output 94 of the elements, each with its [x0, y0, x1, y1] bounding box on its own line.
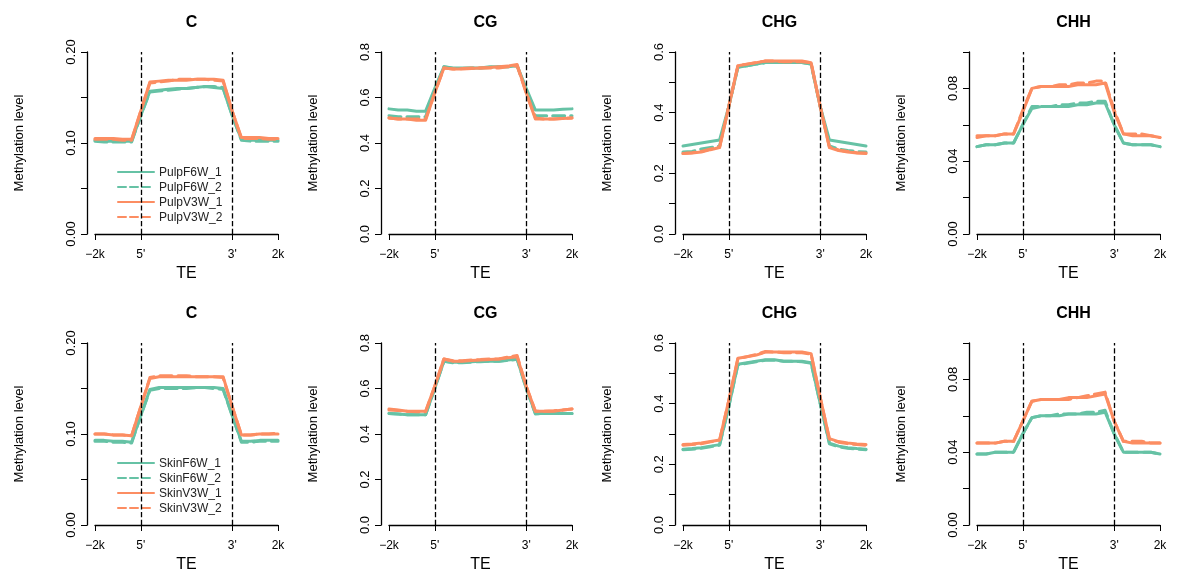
x-axis-title: TE: [764, 554, 785, 572]
legend-label: PulpV3W_1: [159, 195, 223, 209]
y-tick-label: 0.4: [651, 394, 666, 413]
x-tick-label: −2k: [673, 537, 694, 552]
x-tick-label: 2k: [565, 537, 580, 552]
chart-title: CHG: [761, 303, 798, 320]
y-tick-label: 0.4: [357, 424, 372, 443]
chart-title: CG: [473, 12, 498, 30]
x-tick-label: 2k: [1153, 247, 1168, 261]
y-axis-title: Methylation level: [305, 94, 320, 192]
x-axis-title: TE: [470, 264, 491, 282]
x-tick-label: −2k: [85, 537, 106, 552]
x-tick-label: 5': [430, 537, 440, 552]
y-axis-title: Methylation level: [305, 384, 320, 482]
x-tick-label: 3': [815, 247, 825, 261]
y-axis-title: Methylation level: [11, 384, 26, 482]
legend-label: SkinV3W_1: [159, 485, 223, 500]
x-tick-label: 5': [724, 537, 734, 552]
legend-label: PulpF6W_1: [159, 165, 223, 179]
y-tick-label: 0.0: [357, 515, 372, 534]
x-tick-label: 5': [430, 247, 440, 261]
y-tick-label: 0.08: [945, 366, 960, 392]
y-tick-label: 0.08: [945, 75, 960, 102]
y-tick-label: 0.0: [651, 224, 666, 244]
chart-title: CHH: [1056, 12, 1091, 30]
chart-title: CHH: [1056, 303, 1091, 320]
x-tick-label: 3': [227, 247, 237, 261]
x-tick-label: −2k: [379, 247, 400, 261]
y-tick-label: 0.00: [945, 221, 960, 247]
y-tick-label: 0.00: [63, 221, 78, 247]
x-axis-title: TE: [1058, 554, 1079, 572]
y-tick-label: 0.00: [945, 511, 960, 538]
legend-label: SkinV3W_2: [159, 500, 223, 515]
chart-title: CG: [473, 303, 498, 320]
x-tick-label: 2k: [1153, 537, 1168, 552]
x-tick-label: 2k: [271, 247, 286, 261]
y-tick-label: 0.6: [651, 42, 666, 62]
y-tick-label: 0.8: [357, 42, 372, 62]
y-tick-label: 0.2: [651, 454, 666, 473]
x-tick-label: −2k: [967, 247, 988, 261]
x-tick-label: −2k: [379, 537, 400, 552]
x-axis-title: TE: [176, 554, 197, 572]
y-tick-label: 0.04: [945, 439, 960, 465]
x-tick-label: −2k: [85, 247, 106, 261]
chart-title: C: [185, 303, 198, 320]
y-axis-title: Methylation level: [11, 94, 26, 192]
y-tick-label: 0.2: [651, 164, 666, 183]
x-tick-label: 2k: [859, 537, 874, 552]
x-tick-label: 2k: [565, 247, 580, 261]
y-tick-label: 0.00: [63, 511, 78, 538]
x-axis-title: TE: [764, 264, 785, 282]
legend-label: SkinF6W_2: [159, 470, 222, 485]
x-axis-title: TE: [1058, 264, 1079, 282]
y-tick-label: 0.20: [63, 329, 78, 356]
x-tick-label: 3': [1109, 247, 1119, 261]
x-tick-label: 3': [1109, 537, 1119, 552]
chart-title: C: [185, 12, 198, 30]
x-tick-label: 3': [227, 537, 237, 552]
y-axis-title: Methylation level: [893, 94, 908, 192]
x-tick-label: 2k: [271, 537, 286, 552]
legend-label: PulpV3W_2: [159, 210, 223, 224]
y-axis-title: Methylation level: [893, 384, 908, 482]
x-tick-label: 5': [724, 247, 734, 261]
y-tick-label: 0.6: [651, 333, 666, 352]
x-tick-label: 3': [815, 537, 825, 552]
y-tick-label: 0.0: [651, 515, 666, 534]
y-axis-title: Methylation level: [599, 384, 614, 482]
y-tick-label: 0.20: [63, 39, 78, 65]
x-tick-label: 5': [1018, 537, 1028, 552]
x-tick-label: −2k: [967, 537, 988, 552]
x-axis-title: TE: [176, 264, 197, 282]
y-tick-label: 0.4: [651, 103, 666, 122]
x-axis-title: TE: [470, 554, 491, 572]
y-tick-label: 0.6: [357, 378, 372, 398]
legend-label: SkinF6W_1: [159, 455, 222, 470]
x-tick-label: −2k: [673, 247, 694, 261]
legend-label: PulpF6W_2: [159, 180, 223, 194]
y-tick-label: 0.0: [357, 224, 372, 244]
y-tick-label: 0.04: [945, 148, 960, 174]
x-tick-label: 5': [1018, 247, 1028, 261]
x-tick-label: 3': [521, 537, 531, 552]
y-tick-label: 0.2: [357, 179, 372, 198]
y-tick-label: 0.10: [63, 130, 78, 156]
x-tick-label: 5': [136, 247, 146, 261]
chart-title: CHG: [761, 12, 798, 30]
x-tick-label: 2k: [859, 247, 874, 261]
y-axis-title: Methylation level: [599, 94, 614, 192]
y-tick-label: 0.4: [357, 133, 372, 153]
y-tick-label: 0.2: [357, 469, 372, 489]
y-tick-label: 0.8: [357, 333, 372, 352]
x-tick-label: 3': [521, 247, 531, 261]
x-tick-label: 5': [136, 537, 146, 552]
y-tick-label: 0.10: [63, 420, 78, 447]
y-tick-label: 0.6: [357, 88, 372, 107]
